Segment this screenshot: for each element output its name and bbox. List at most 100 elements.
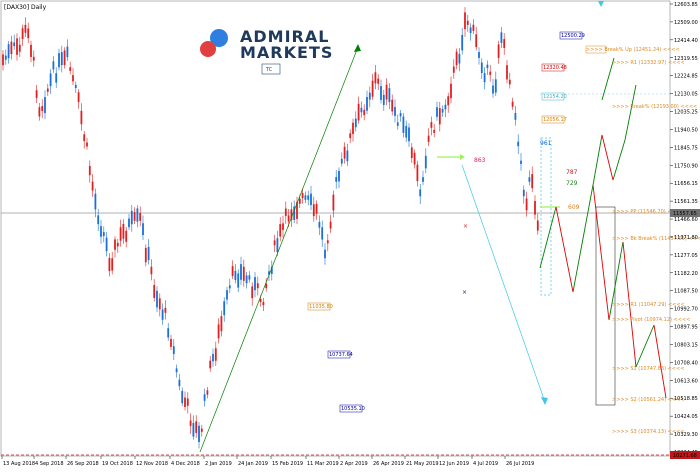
x-tick-label: 11 Mar 2019 [307, 461, 339, 467]
candle-body [438, 108, 441, 125]
candle-body [321, 227, 324, 240]
candle-body [35, 90, 38, 98]
candle-body [223, 301, 226, 316]
y-tick-label: 11371.80 [674, 235, 698, 241]
level-box-label: 10535.10 [341, 406, 365, 412]
candle-body [284, 208, 287, 216]
candle-body [91, 181, 94, 191]
projection-segment [612, 139, 626, 181]
candle-body [478, 52, 480, 58]
candle-body [290, 209, 293, 221]
level-box [541, 115, 565, 124]
projection-label: >>>> Pivot (10974.12) <<<< [612, 317, 690, 323]
candle-body [536, 220, 539, 231]
y-tick-label: 10424.05 [674, 414, 698, 420]
y-tick-label: 12130.05 [674, 92, 698, 98]
candle-body [528, 177, 531, 182]
candle-body [301, 193, 304, 199]
candle-body [520, 160, 522, 164]
candle-body [41, 106, 44, 111]
candle-body [329, 221, 332, 229]
y-tick-label: 10613.60 [674, 378, 698, 384]
candle-body [511, 101, 514, 107]
candle-body [298, 198, 301, 204]
candle-body [408, 127, 410, 142]
level-box-label: 12320.48 [543, 65, 567, 71]
candle-body [66, 46, 69, 58]
candle-body [304, 195, 307, 200]
candle-body [486, 64, 489, 69]
low-marker-label: 10271.68 [673, 453, 697, 459]
candle-body [142, 223, 144, 236]
level-box-label: 12056.17 [543, 117, 567, 123]
candle-body [340, 158, 343, 164]
candle-body [368, 92, 371, 100]
candle-body [256, 283, 259, 289]
y-tick-label: 12509.00 [674, 20, 698, 26]
x-tick-label: 4 Jul 2019 [473, 461, 498, 467]
candle-body [248, 275, 251, 280]
projection-segment [624, 84, 637, 141]
candle-body [18, 44, 21, 52]
symbol-label: [DAX30] Daily [4, 4, 47, 11]
candle-body [30, 44, 32, 57]
candle-body [424, 155, 427, 169]
candle-body [94, 193, 97, 210]
candle-body [147, 246, 150, 261]
candle-body [164, 307, 167, 313]
projection-segment [539, 206, 557, 269]
trend-arrow-head [354, 44, 361, 52]
x-tick-label: 26 Sep 2018 [67, 461, 99, 467]
candle-body [214, 348, 217, 361]
x-tick-label: 12 Jun 2019 [439, 461, 469, 467]
projection-box [595, 206, 616, 406]
candle-body [231, 266, 234, 277]
candle-body [324, 249, 326, 259]
y-tick-label: 11845.75 [674, 145, 698, 151]
tc-label: TC [265, 67, 273, 73]
candle-body [497, 44, 500, 58]
candle-body [534, 200, 536, 215]
candle-body [430, 122, 433, 128]
cyan-projection-line [461, 164, 546, 403]
candle-body [391, 99, 394, 112]
x-tick-label: 4 Dec 2018 [171, 461, 200, 467]
candle-body [508, 79, 511, 85]
candle-body [24, 24, 27, 33]
candle-body [251, 286, 254, 299]
low-marker-box [670, 451, 700, 459]
candle-body [228, 285, 231, 289]
trend-line-up [199, 46, 359, 453]
candle-body [441, 109, 444, 113]
candle-body [382, 94, 385, 105]
candle-body [217, 324, 220, 339]
x-marker-red: × [463, 223, 468, 230]
candle-body [153, 285, 156, 298]
y-tick-label: 10708.40 [674, 360, 698, 366]
y-axis: 12603.85 12509.00 12414.40 12319.55 12224.85… [670, 2, 700, 459]
x-tick-label: 15 Feb 2019 [272, 461, 303, 467]
y-tick-label: 12414.40 [674, 38, 698, 44]
candle-body [279, 224, 282, 237]
candle-body [58, 53, 60, 68]
y-tick-label: 10992.70 [674, 307, 698, 313]
candle-body [209, 360, 212, 369]
level-box [339, 404, 363, 413]
candle-body [483, 73, 486, 83]
y-tick-label: 11656.15 [674, 181, 698, 187]
candle-body [100, 226, 102, 237]
projection-segment [622, 241, 637, 368]
candle-body [531, 174, 534, 189]
candle-body [433, 129, 436, 133]
marker-light-green-head [460, 154, 465, 160]
candle-body [410, 147, 413, 158]
candle-body [4, 55, 7, 60]
y-tick-label: 11087.50 [674, 289, 698, 295]
candle-body [492, 85, 494, 94]
candle-body [405, 125, 408, 138]
candle-body [2, 54, 4, 66]
candle-body [130, 210, 133, 225]
candle-body [88, 166, 91, 176]
